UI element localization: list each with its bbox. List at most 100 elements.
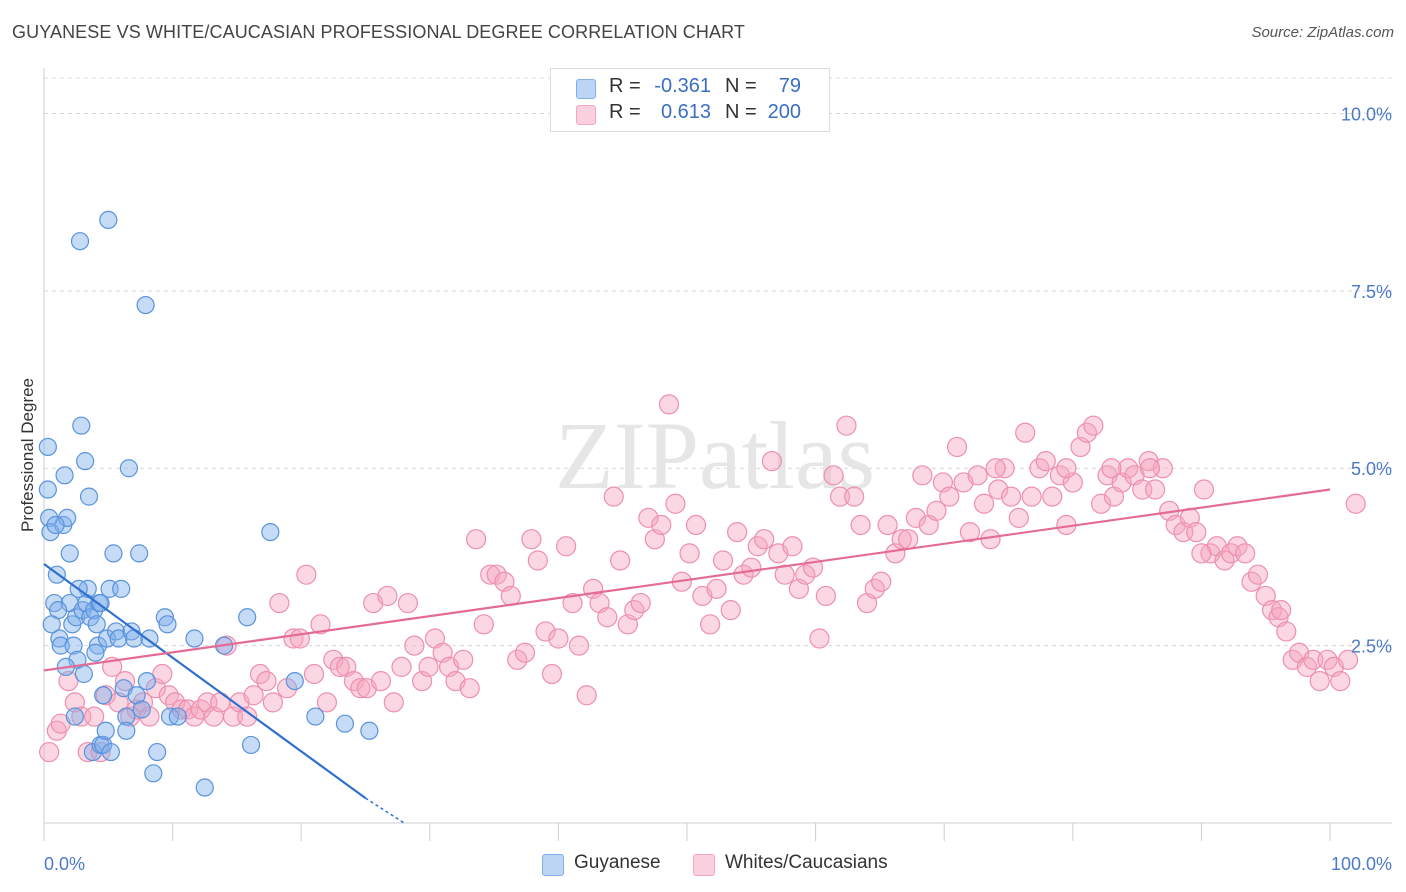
n-label: N =	[725, 75, 757, 97]
whites-point	[514, 642, 536, 663]
y-tick-label: 2.5%	[1351, 637, 1392, 657]
guyanese-point	[86, 643, 105, 662]
whites-point	[1303, 649, 1324, 670]
whites-point	[1015, 422, 1036, 443]
guyanese-point	[94, 735, 113, 755]
guyanese-point	[306, 707, 325, 726]
guyanese-point	[72, 416, 91, 435]
r-value: -0.361	[654, 75, 711, 97]
guyanese-points	[38, 210, 379, 797]
whites-point	[377, 585, 398, 607]
guyanese-point	[160, 707, 180, 726]
whites-point	[256, 670, 277, 692]
guyanese-point	[112, 579, 131, 598]
whites-point	[679, 543, 700, 564]
whites-point	[967, 465, 988, 486]
guyanese-point	[55, 466, 74, 485]
guyanese-point	[132, 700, 151, 719]
whites-points	[39, 394, 1366, 763]
x-tick-label: 100.0%	[1331, 854, 1392, 874]
whites-point	[1309, 670, 1330, 692]
whites-point	[658, 394, 680, 415]
guyanese-point	[185, 629, 204, 648]
guyanese-point	[96, 721, 115, 740]
whites-point	[329, 656, 350, 678]
whites-point	[541, 663, 563, 685]
whites-point	[1337, 649, 1359, 670]
whites-point	[1042, 486, 1063, 507]
legend-row-whites: R = 0.613 N = 200	[551, 101, 829, 127]
guyanese-point	[335, 714, 355, 733]
n-value: 79	[778, 75, 801, 97]
r-label: R =	[609, 101, 641, 123]
whites-point	[1247, 564, 1269, 585]
whites-point	[1235, 543, 1256, 564]
whites-point	[651, 514, 672, 536]
guyanese-trend-line	[43, 563, 367, 800]
whites-point	[912, 465, 933, 486]
whites-point	[809, 628, 830, 649]
whites-point	[1330, 670, 1351, 692]
whites-point	[761, 451, 782, 472]
guyanese-point	[130, 544, 149, 563]
guyanese-point	[79, 487, 99, 506]
guyanese-point	[285, 671, 304, 691]
n-value: 200	[767, 101, 801, 123]
whites-point	[712, 550, 734, 571]
correlation-legend: R = -0.361 N = 79 R = 0.613 N = 200	[550, 68, 830, 132]
whites-point	[603, 486, 624, 507]
whites-point	[507, 649, 528, 670]
guyanese-point	[155, 608, 174, 627]
whites-point	[527, 550, 548, 571]
whites-point	[823, 465, 844, 486]
whites-point	[1035, 451, 1056, 472]
whites-point	[1056, 458, 1077, 479]
whites-point	[1193, 479, 1215, 500]
legend-swatch-guyanese	[576, 79, 596, 99]
whites-point	[795, 564, 816, 585]
whites-point	[946, 436, 968, 458]
guyanese-point	[148, 742, 167, 762]
whites-point	[1345, 493, 1366, 514]
whites-point	[597, 607, 618, 628]
guyanese-point	[122, 622, 141, 641]
whites-point	[576, 685, 597, 706]
guyanese-point	[65, 707, 84, 726]
whites-point	[556, 536, 577, 557]
axes	[43, 68, 1392, 841]
whites-point	[1271, 600, 1292, 621]
guyanese-point	[195, 778, 214, 797]
guyanese-point	[238, 608, 257, 627]
guyanese-point	[67, 608, 86, 627]
whites-point	[700, 614, 721, 635]
whites-point	[548, 628, 569, 649]
whites-point	[310, 614, 331, 635]
r-label: R =	[609, 75, 641, 97]
guyanese-point	[241, 735, 261, 755]
whites-point	[685, 514, 707, 536]
whites-point	[535, 621, 556, 642]
whites-point	[296, 564, 317, 585]
whites-point	[1021, 486, 1042, 507]
whites-point	[754, 529, 775, 550]
whites-point	[939, 486, 960, 507]
whites-point	[741, 557, 762, 578]
guyanese-point	[117, 721, 136, 740]
whites-point	[289, 628, 311, 649]
legend-label-guyanese: Guyanese	[574, 852, 661, 873]
x-tick-label: 0.0%	[44, 854, 85, 874]
guyanese-point	[106, 622, 126, 641]
whites-point	[782, 536, 803, 557]
guyanese-point	[64, 636, 83, 655]
legend-label-whites: Whites/Caucasians	[725, 852, 888, 873]
guyanese-point	[74, 664, 93, 684]
whites-point	[84, 706, 105, 727]
whites-point	[706, 578, 727, 599]
guyanese-point	[94, 686, 113, 705]
whites-point	[370, 670, 392, 692]
guyanese-point	[101, 742, 120, 762]
guyanese-point	[168, 707, 187, 726]
whites-point	[638, 507, 659, 529]
y-tick-label: 7.5%	[1351, 282, 1392, 302]
